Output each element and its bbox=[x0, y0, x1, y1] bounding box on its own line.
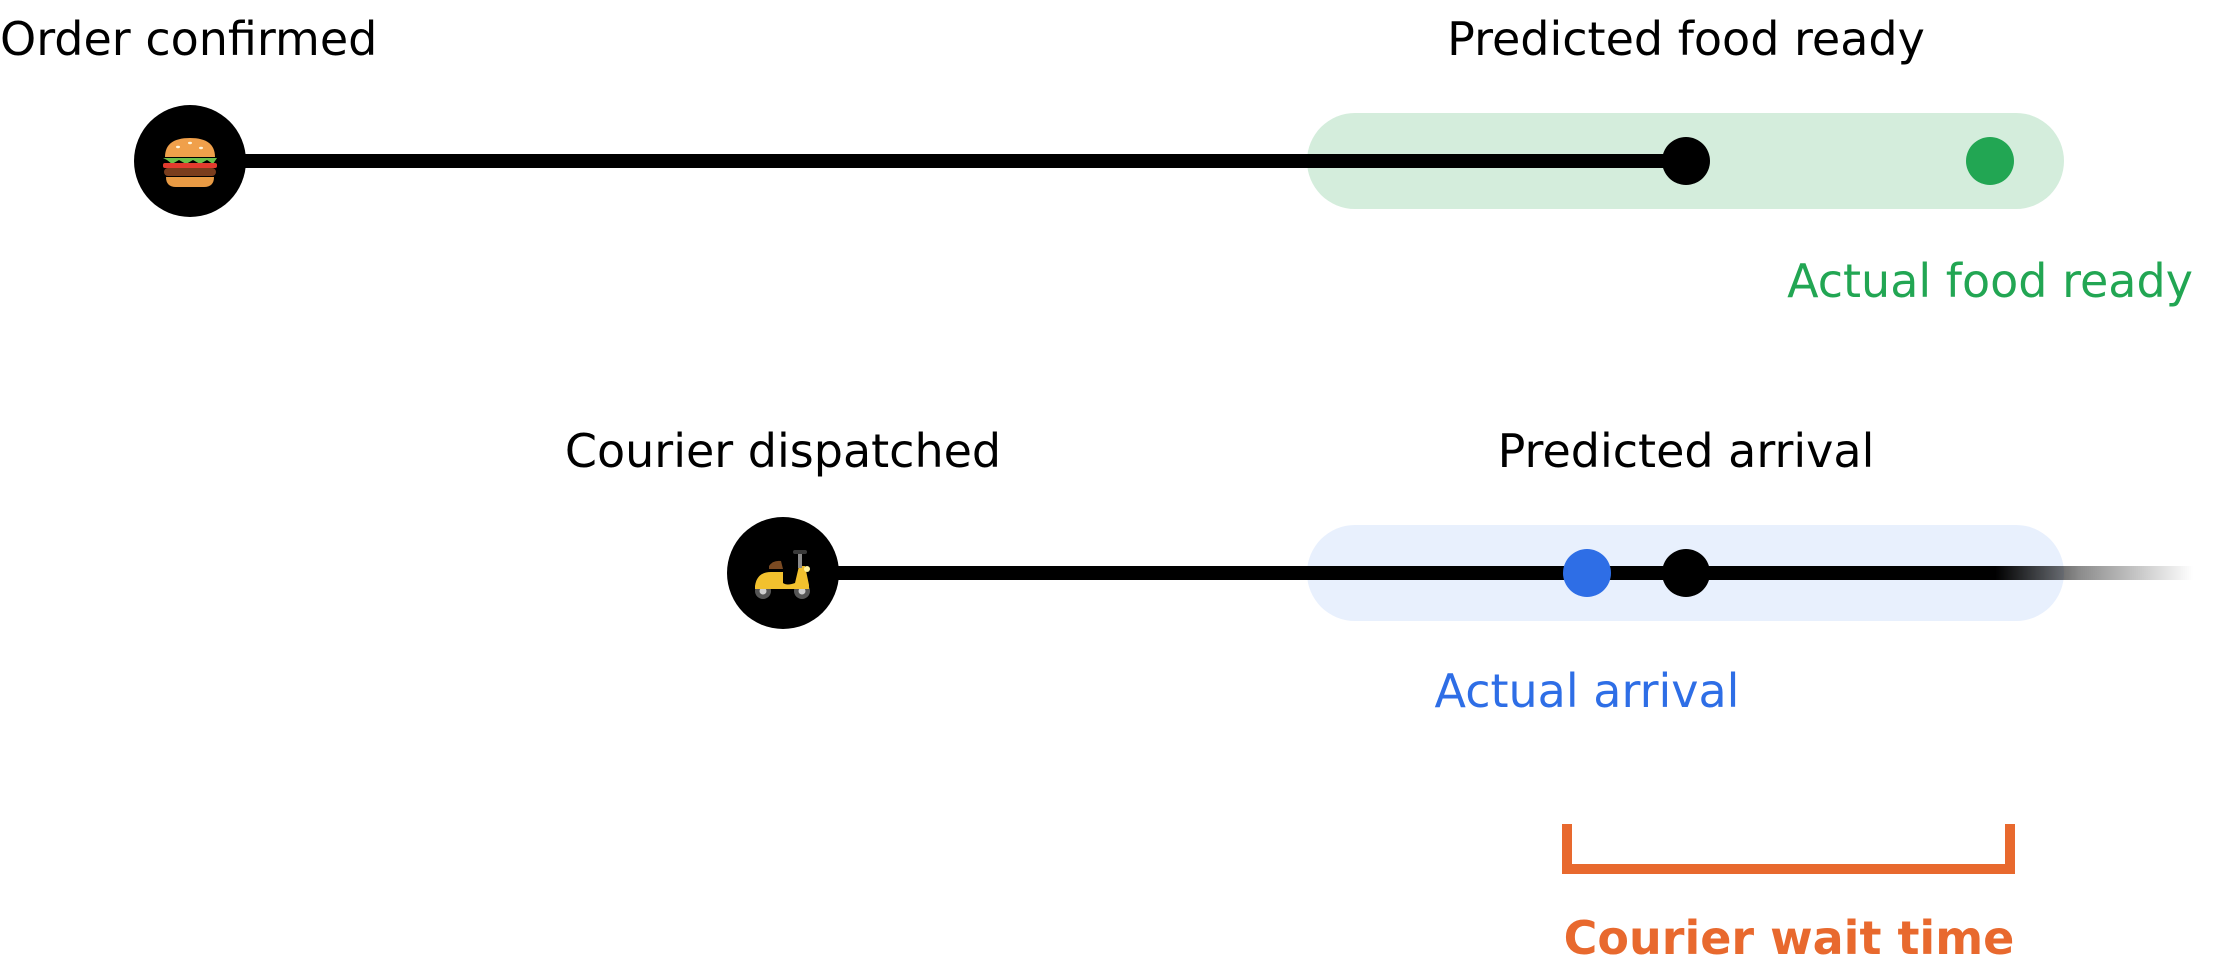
food-timeline-line bbox=[190, 154, 1686, 168]
courier-start-node bbox=[727, 517, 839, 629]
actual-arrival-dot bbox=[1563, 549, 1611, 597]
predicted-food-ready-label: Predicted food ready bbox=[1447, 12, 1925, 66]
actual-food-ready-dot bbox=[1966, 137, 2014, 185]
scooter-icon bbox=[755, 550, 810, 599]
courier-wait-bracket bbox=[1562, 824, 2015, 874]
predicted-arrival-label: Predicted arrival bbox=[1497, 424, 1875, 478]
burger-icon bbox=[163, 138, 217, 187]
actual-arrival-label: Actual arrival bbox=[1434, 664, 1740, 718]
order-confirmed-label: Order confirmed bbox=[0, 12, 378, 66]
order-start-node bbox=[134, 105, 246, 217]
predicted-arrival-dot bbox=[1662, 549, 1710, 597]
courier-dispatched-label: Courier dispatched bbox=[564, 424, 1002, 478]
predicted-food-ready-dot bbox=[1662, 137, 1710, 185]
actual-food-ready-label: Actual food ready bbox=[1787, 254, 2193, 308]
courier-wait-time-label: Courier wait time bbox=[1563, 911, 2015, 965]
courier-timeline-line bbox=[783, 566, 2193, 580]
